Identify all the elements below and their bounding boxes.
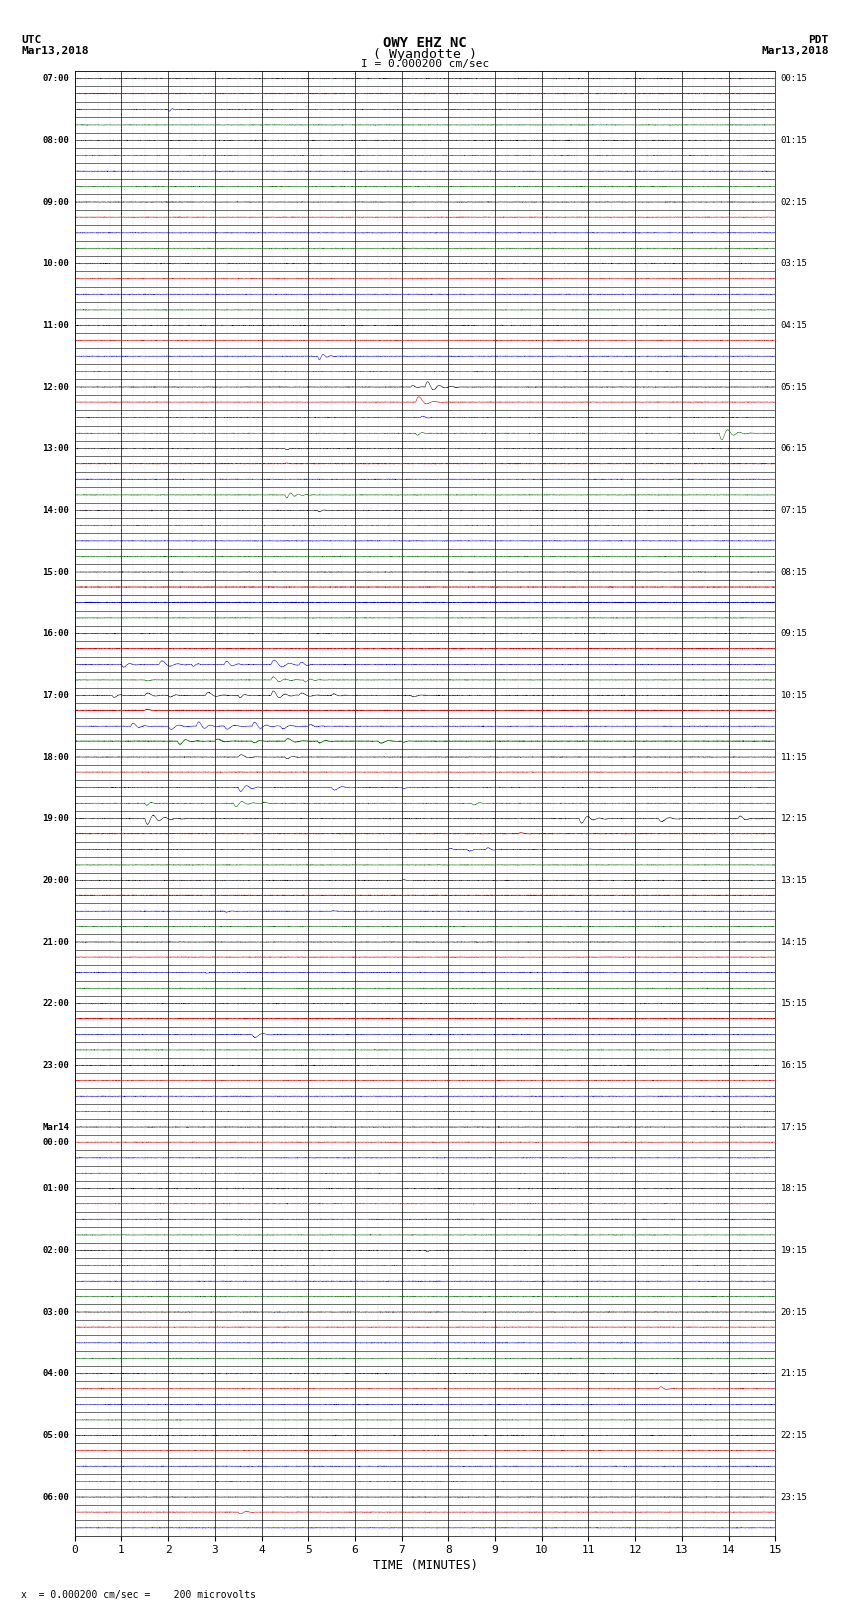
Text: 13:15: 13:15 bbox=[781, 876, 807, 886]
Text: 18:15: 18:15 bbox=[781, 1184, 807, 1194]
Text: 22:00: 22:00 bbox=[42, 998, 69, 1008]
Text: 17:00: 17:00 bbox=[42, 690, 69, 700]
Text: 13:00: 13:00 bbox=[42, 444, 69, 453]
Text: 12:00: 12:00 bbox=[42, 382, 69, 392]
Text: 12:15: 12:15 bbox=[781, 815, 807, 823]
Text: Mar14: Mar14 bbox=[42, 1123, 69, 1132]
Text: 06:00: 06:00 bbox=[42, 1492, 69, 1502]
Text: 15:00: 15:00 bbox=[42, 568, 69, 576]
Text: 21:15: 21:15 bbox=[781, 1369, 807, 1378]
Text: 20:00: 20:00 bbox=[42, 876, 69, 886]
Text: Mar13,2018: Mar13,2018 bbox=[21, 45, 88, 56]
Text: 02:15: 02:15 bbox=[781, 197, 807, 206]
Text: 06:15: 06:15 bbox=[781, 444, 807, 453]
Text: 05:00: 05:00 bbox=[42, 1431, 69, 1440]
Text: 03:15: 03:15 bbox=[781, 260, 807, 268]
Text: 21:00: 21:00 bbox=[42, 937, 69, 947]
X-axis label: TIME (MINUTES): TIME (MINUTES) bbox=[372, 1560, 478, 1573]
Text: 18:00: 18:00 bbox=[42, 753, 69, 761]
Text: ( Wyandotte ): ( Wyandotte ) bbox=[373, 47, 477, 61]
Text: 10:15: 10:15 bbox=[781, 690, 807, 700]
Text: 01:15: 01:15 bbox=[781, 135, 807, 145]
Text: 19:00: 19:00 bbox=[42, 815, 69, 823]
Text: 22:15: 22:15 bbox=[781, 1431, 807, 1440]
Text: 07:00: 07:00 bbox=[42, 74, 69, 84]
Text: 00:00: 00:00 bbox=[42, 1137, 69, 1147]
Text: PDT: PDT bbox=[808, 35, 829, 45]
Text: 08:00: 08:00 bbox=[42, 135, 69, 145]
Text: 20:15: 20:15 bbox=[781, 1308, 807, 1316]
Text: 03:00: 03:00 bbox=[42, 1308, 69, 1316]
Text: 14:00: 14:00 bbox=[42, 506, 69, 515]
Text: OWY EHZ NC: OWY EHZ NC bbox=[383, 37, 467, 50]
Text: 09:00: 09:00 bbox=[42, 197, 69, 206]
Text: 19:15: 19:15 bbox=[781, 1245, 807, 1255]
Text: 09:15: 09:15 bbox=[781, 629, 807, 639]
Text: 07:15: 07:15 bbox=[781, 506, 807, 515]
Text: 16:15: 16:15 bbox=[781, 1061, 807, 1069]
Text: 02:00: 02:00 bbox=[42, 1245, 69, 1255]
Text: 05:15: 05:15 bbox=[781, 382, 807, 392]
Text: 01:00: 01:00 bbox=[42, 1184, 69, 1194]
Text: 08:15: 08:15 bbox=[781, 568, 807, 576]
Text: UTC: UTC bbox=[21, 35, 42, 45]
Text: 04:00: 04:00 bbox=[42, 1369, 69, 1378]
Text: 15:15: 15:15 bbox=[781, 998, 807, 1008]
Text: 10:00: 10:00 bbox=[42, 260, 69, 268]
Text: 00:15: 00:15 bbox=[781, 74, 807, 84]
Text: 11:00: 11:00 bbox=[42, 321, 69, 329]
Text: 23:15: 23:15 bbox=[781, 1492, 807, 1502]
Text: Mar13,2018: Mar13,2018 bbox=[762, 45, 829, 56]
Text: 17:15: 17:15 bbox=[781, 1123, 807, 1132]
Text: 04:15: 04:15 bbox=[781, 321, 807, 329]
Text: 23:00: 23:00 bbox=[42, 1061, 69, 1069]
Text: 16:00: 16:00 bbox=[42, 629, 69, 639]
Text: 14:15: 14:15 bbox=[781, 937, 807, 947]
Text: I = 0.000200 cm/sec: I = 0.000200 cm/sec bbox=[361, 58, 489, 69]
Text: x  = 0.000200 cm/sec =    200 microvolts: x = 0.000200 cm/sec = 200 microvolts bbox=[21, 1590, 256, 1600]
Text: 11:15: 11:15 bbox=[781, 753, 807, 761]
